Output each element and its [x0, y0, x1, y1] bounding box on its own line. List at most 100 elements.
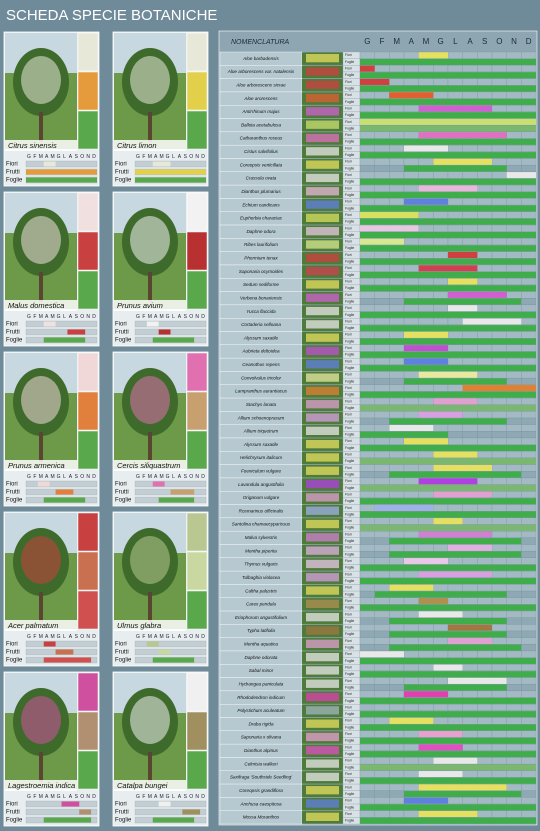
crown-color	[21, 216, 61, 264]
month-cell	[521, 158, 537, 166]
month-cell	[521, 377, 537, 385]
month-cell	[477, 770, 493, 778]
month-cell	[418, 78, 434, 86]
month-label: M	[148, 474, 152, 480]
period-bar	[448, 251, 478, 259]
month-cell	[403, 810, 419, 818]
period-bar	[360, 112, 536, 119]
month-cell	[477, 198, 493, 206]
month-label: S	[75, 154, 79, 160]
month-cell	[389, 371, 405, 379]
month-label: F	[33, 474, 36, 480]
month-cell	[418, 544, 434, 552]
month-cell	[359, 371, 375, 379]
month-cell	[491, 544, 507, 552]
month-cell	[374, 797, 390, 805]
month-label: S	[184, 474, 188, 480]
month-label: A	[154, 474, 158, 480]
period-bar	[389, 471, 522, 478]
species-name: Caltha palustris	[245, 588, 277, 593]
month-cell	[477, 690, 493, 698]
species-name: Sabal minor	[249, 668, 274, 673]
month-cell	[521, 291, 537, 299]
month-cell	[462, 717, 478, 725]
period-bar	[360, 125, 536, 132]
period-bar	[448, 677, 507, 684]
month-cell	[359, 171, 375, 179]
month-cell	[506, 131, 522, 139]
month-label: L	[172, 634, 175, 640]
period-bar	[360, 564, 536, 571]
photo-flowers	[306, 133, 339, 143]
sub-label: Fiori	[345, 160, 352, 164]
sub-label: Fiori	[345, 812, 352, 816]
month-cell	[359, 624, 375, 632]
month-cell	[433, 171, 449, 179]
row-label: Fiori	[115, 322, 127, 328]
month-cell	[491, 637, 507, 645]
month-cell	[447, 211, 463, 219]
period-bar	[462, 385, 536, 392]
period-bar	[43, 641, 56, 647]
month-track	[25, 808, 98, 816]
name-band	[114, 140, 186, 151]
sub-label: Foglie	[345, 433, 354, 437]
sub-label: Foglie	[345, 592, 354, 596]
month-label: G	[57, 154, 61, 160]
month-label: S	[75, 634, 79, 640]
sub-label: Foglie	[345, 779, 354, 783]
period-bar	[360, 152, 536, 159]
month-cell	[389, 377, 405, 385]
month-cell	[521, 331, 537, 339]
month-cell	[389, 158, 405, 166]
tree-name: Cercis siliquastrum	[117, 461, 180, 470]
month-cell	[447, 238, 463, 246]
species-name: Crassula ovata	[246, 176, 277, 181]
period-bar	[462, 318, 522, 325]
month-cell	[491, 238, 507, 246]
month-label: A	[69, 474, 73, 480]
month-label: M	[160, 474, 164, 480]
month-cell	[521, 51, 537, 59]
crown-color	[21, 376, 61, 424]
period-bar	[360, 98, 536, 105]
sub-label: Foglie	[345, 260, 354, 264]
month-track	[25, 320, 98, 328]
month-cell	[359, 557, 375, 565]
row-label: Frutti	[115, 490, 129, 496]
month-cell	[491, 477, 507, 485]
thumbnail	[77, 590, 99, 630]
month-cell	[359, 550, 375, 558]
species-name: Ballota acetabulosa	[241, 122, 282, 127]
month-cell	[491, 437, 507, 445]
month-cell	[403, 105, 419, 113]
month-cell	[359, 184, 375, 192]
month-cell	[477, 51, 493, 59]
period-bar	[170, 489, 195, 495]
month-cell	[506, 491, 522, 499]
month-cell	[374, 184, 390, 192]
month-cell	[521, 278, 537, 286]
species-name: Mentha piperita	[245, 548, 277, 553]
species-name: Coreopsis verticillata	[240, 162, 283, 167]
month-cell	[374, 171, 390, 179]
photo-flowers	[306, 613, 339, 622]
sub-label: Fiori	[345, 506, 352, 510]
month-cell	[447, 65, 463, 73]
species-name: Rosmarinus officinalis	[239, 508, 284, 513]
photo-flowers	[306, 200, 339, 209]
month-label: L	[63, 154, 66, 160]
month-cell	[521, 238, 537, 246]
month-cell	[521, 424, 537, 432]
month-cell	[462, 704, 478, 712]
month-cell	[521, 517, 537, 525]
month-cell	[403, 517, 419, 525]
row-label: Frutti	[6, 490, 20, 496]
month-cell	[374, 717, 390, 725]
period-bar	[418, 371, 478, 378]
month-cell	[506, 637, 522, 645]
thumbnail	[77, 231, 99, 271]
period-bar	[389, 92, 434, 99]
month-cell	[403, 78, 419, 86]
sub-label: Foglie	[345, 685, 354, 689]
